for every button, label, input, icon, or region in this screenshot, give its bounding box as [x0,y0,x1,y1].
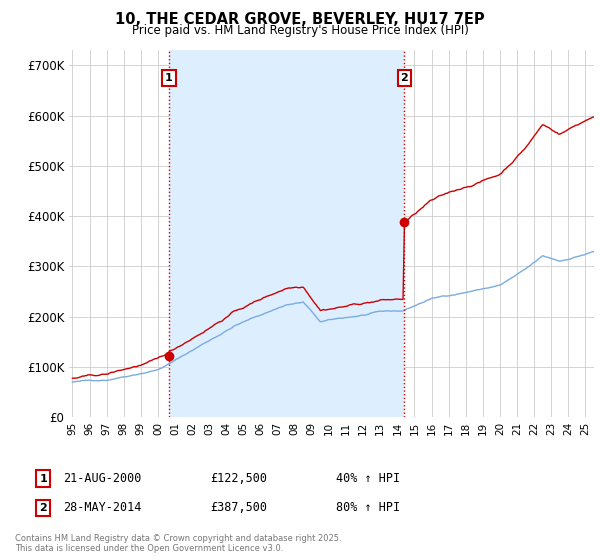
Text: 1: 1 [40,474,47,484]
Bar [169,50,404,417]
Text: 28-MAY-2014: 28-MAY-2014 [63,501,142,515]
Text: £122,500: £122,500 [210,472,267,486]
Text: 2: 2 [400,73,408,83]
Text: Price paid vs. HM Land Registry's House Price Index (HPI): Price paid vs. HM Land Registry's House … [131,24,469,36]
Text: 10, THE CEDAR GROVE, BEVERLEY, HU17 7EP: 10, THE CEDAR GROVE, BEVERLEY, HU17 7EP [115,12,485,27]
Text: £387,500: £387,500 [210,501,267,515]
Text: Contains HM Land Registry data © Crown copyright and database right 2025.
This d: Contains HM Land Registry data © Crown c… [15,534,341,553]
Text: 2: 2 [40,503,47,513]
Text: 1: 1 [165,73,173,83]
Text: 21-AUG-2000: 21-AUG-2000 [63,472,142,486]
Text: 80% ↑ HPI: 80% ↑ HPI [336,501,400,515]
Text: 40% ↑ HPI: 40% ↑ HPI [336,472,400,486]
